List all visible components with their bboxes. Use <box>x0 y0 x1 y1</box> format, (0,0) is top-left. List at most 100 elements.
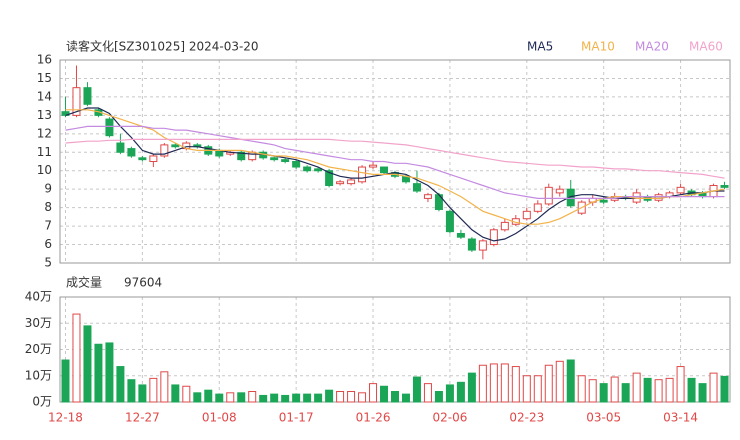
candle-body <box>676 186 685 194</box>
legend-entry: MA20 <box>635 40 669 54</box>
volume-bar <box>259 394 268 403</box>
candle-body <box>160 144 169 157</box>
y-tick-label: 10 <box>37 163 52 177</box>
volume-bar <box>423 383 432 403</box>
ma-line <box>65 109 725 225</box>
volume-bar <box>325 389 334 403</box>
volume-bar <box>599 383 608 403</box>
candle-body <box>566 188 575 207</box>
volume-bar <box>566 359 575 403</box>
volume-bar <box>445 384 454 403</box>
volume-bar <box>687 377 696 403</box>
volume-bar <box>676 366 685 403</box>
x-tick-label: 02-06 <box>432 411 467 425</box>
ma-line <box>65 125 725 199</box>
volume-bar <box>511 366 520 403</box>
candle-body <box>412 183 421 192</box>
volume-bar <box>709 372 718 403</box>
candle-body <box>270 157 279 161</box>
y-tick-label: 40万 <box>25 290 52 304</box>
candle-body <box>358 166 367 183</box>
candle-body <box>336 181 345 185</box>
candle-body <box>555 188 564 194</box>
volume-bar <box>149 377 158 403</box>
legend-entry: MA60 <box>689 40 723 54</box>
volume-bar <box>72 313 81 403</box>
y-tick-label: 15 <box>37 71 52 85</box>
volume-bar <box>632 372 641 403</box>
volume-bar <box>94 343 103 403</box>
candle-body <box>489 229 498 246</box>
chart-title: 读客文化[SZ301025] 2024-03-20 <box>66 39 259 54</box>
y-tick-label: 5 <box>44 256 52 270</box>
volume-bar <box>314 393 323 403</box>
candle-body <box>500 221 509 231</box>
x-tick-label: 03-14 <box>663 411 698 425</box>
plot-frame <box>59 59 731 264</box>
volume-bar <box>270 393 279 403</box>
candle-body <box>116 142 125 153</box>
candle-body <box>292 161 301 168</box>
volume-bar <box>171 384 180 403</box>
volume-bar <box>621 383 630 403</box>
volume-bar <box>489 363 498 403</box>
volume-bar <box>380 385 389 403</box>
legend-entry: MA10 <box>581 40 615 54</box>
y-tick-label: 8 <box>44 200 52 214</box>
volume-bar <box>456 381 465 403</box>
volume-bar <box>720 375 729 403</box>
y-tick-label: 7 <box>44 219 52 233</box>
volume-bar <box>369 383 378 403</box>
x-tick-label: 02-23 <box>509 411 544 425</box>
candle-body <box>325 170 334 186</box>
y-tick-label: 14 <box>37 89 52 103</box>
candle-body <box>533 203 542 212</box>
volume-bar <box>347 391 356 403</box>
volume-bar <box>116 366 125 403</box>
ma-line <box>65 138 725 179</box>
candle-body <box>467 238 476 251</box>
volume-bar <box>500 363 509 403</box>
y-tick-label: 11 <box>37 145 52 159</box>
volume-bar <box>698 383 707 403</box>
candle-body <box>281 159 290 162</box>
x-tick-label: 03-05 <box>586 411 621 425</box>
candle-body <box>380 166 389 174</box>
candle-body <box>149 155 158 163</box>
volume-bar <box>127 379 136 403</box>
volume-bar <box>577 375 586 403</box>
candle-body <box>303 166 312 172</box>
candle-body <box>445 210 454 233</box>
x-tick-label: 01-08 <box>202 411 237 425</box>
x-tick-label: 12-18 <box>48 411 83 425</box>
volume-bar <box>391 391 399 403</box>
volume-bar <box>588 379 597 403</box>
volume-bar <box>226 392 235 403</box>
volume-bar <box>248 391 257 403</box>
candle-body <box>347 179 356 185</box>
volume-bar <box>467 372 476 403</box>
y-tick-label: 20万 <box>25 342 52 356</box>
candle-body <box>423 194 432 199</box>
volume-latest: 97604 <box>124 276 162 290</box>
candle-body <box>369 164 378 168</box>
x-tick-label: 12-27 <box>125 411 160 425</box>
volume-bar <box>401 393 410 403</box>
volume-bar <box>138 384 147 403</box>
x-tick-label: 01-26 <box>356 411 391 425</box>
volume-bar <box>610 376 619 403</box>
candle-body <box>544 186 553 205</box>
volume-bar <box>237 392 246 403</box>
volume-bar <box>83 325 92 403</box>
y-tick-label: 12 <box>37 126 52 140</box>
candle-body <box>720 184 729 188</box>
volume-bar <box>533 375 542 403</box>
volume-bar <box>654 379 663 403</box>
y-tick-label: 13 <box>37 108 52 122</box>
volume-bar <box>358 392 367 403</box>
volume-bar <box>555 360 564 403</box>
volume-bar <box>160 371 169 403</box>
legend-entry: MA5 <box>527 40 553 54</box>
candle-body <box>83 87 92 105</box>
